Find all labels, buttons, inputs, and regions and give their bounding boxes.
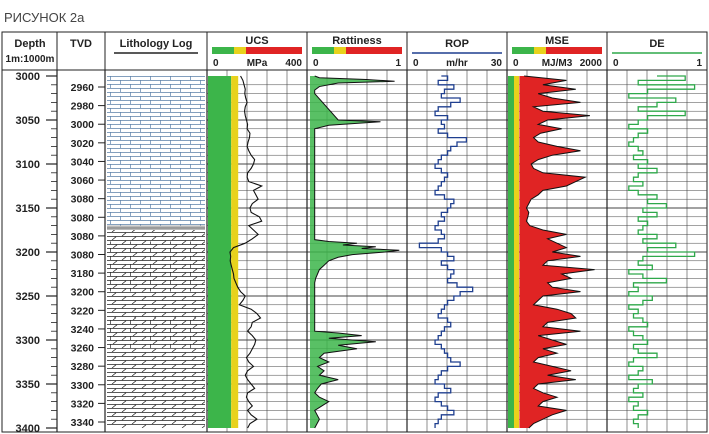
rattiness-scale-bar (312, 47, 402, 54)
rop-header-max: 30 (491, 58, 503, 69)
mse-band-yellow (514, 76, 519, 428)
rattiness-curve (314, 75, 400, 429)
rop-header-min: 0 (413, 58, 419, 69)
mse-fill (519, 76, 595, 428)
de-track (628, 75, 696, 428)
de-header-min: 0 (613, 58, 619, 69)
lithology-interval-dolomite (107, 230, 205, 242)
depth-header-title: Depth (14, 38, 45, 50)
depth-tick-label: 3250 (16, 291, 40, 303)
ucs-scale-green (212, 47, 234, 54)
tvd-tick-label: 3320 (71, 398, 95, 410)
tvd-axis: 2960 2980 3000 3020 3040 3060 3080 3080 3080 3080… (71, 82, 105, 429)
mse-scale-bar (512, 47, 602, 54)
ucs-scale-bar (212, 47, 302, 54)
mse-scale-red (546, 47, 602, 54)
tvd-tick-label: 2960 (71, 82, 95, 94)
tvd-tick-label: 3080 (71, 231, 95, 243)
tvd-tick-label: 3040 (71, 156, 95, 168)
tvd-tick-label: 3060 (71, 175, 95, 187)
figure-title: РИСУНОК 2а (4, 10, 85, 25)
rattiness-fill (310, 76, 400, 428)
depth-tick-label: 3100 (16, 159, 40, 171)
rattiness-scale-green (312, 47, 334, 54)
ucs-header-unit: MPa (247, 58, 268, 69)
tvd-tick-label: 3080 (71, 212, 95, 224)
tvd-tick-label: 3080 (71, 194, 95, 206)
lithology-interval-dolomite (107, 348, 205, 428)
tvd-tick-label: 3080 (71, 250, 95, 262)
de-curve (628, 75, 696, 428)
ucs-curve (229, 75, 264, 429)
ucs-header-max: 400 (285, 58, 302, 69)
ucs-header-title: UCS (245, 35, 268, 47)
rattiness-header-max: 1 (395, 58, 401, 69)
tvd-tick-label: 2980 (71, 101, 95, 113)
mse-header-min: 0 (513, 58, 519, 69)
rop-header-unit: m/hr (446, 58, 468, 69)
rop-curve (418, 75, 474, 428)
lithology-interval-shale (107, 225, 205, 230)
tvd-tick-label: 3260 (71, 343, 95, 355)
track-headers: Depth 1m:1000m TVD Lithology Log UCS 0 M… (1, 31, 708, 71)
depth-tick-label: 3400 (16, 423, 40, 434)
depth-tick-label: 3200 (16, 247, 40, 259)
tvd-tick-label: 3220 (71, 305, 95, 317)
lithology-interval-dolomite (107, 291, 205, 318)
rattiness-track (310, 75, 400, 429)
tvd-tick-label: 3200 (71, 287, 95, 299)
depth-tick-label: 3300 (16, 335, 40, 347)
lithology-interval-limestone-dolomite (107, 241, 205, 292)
depth-axis: 3000 3050 3100 3150 3200 3250 3300 3350 3400 (16, 71, 57, 434)
tvd-tick-label: 3000 (71, 119, 95, 131)
mse-header-unit: MJ/M3 (542, 58, 573, 69)
depth-header-scale: 1m:1000m (6, 54, 55, 65)
rattiness-scale-red (346, 47, 402, 54)
depth-tick-label: 3050 (16, 115, 40, 127)
rattiness-scale-yellow (334, 47, 346, 54)
mse-scale-yellow (534, 47, 546, 54)
ucs-track (208, 75, 264, 429)
lithology-track (107, 76, 205, 428)
mse-header-max: 2000 (580, 58, 603, 69)
rattiness-header-title: Rattiness (332, 35, 382, 47)
tvd-tick-label: 3300 (71, 380, 95, 392)
mse-header-title: MSE (545, 35, 569, 47)
ucs-band-yellow (231, 76, 239, 428)
mse-band-green (508, 76, 514, 428)
lithology-header-title: Lithology Log (120, 38, 193, 50)
depth-tick-label: 3350 (16, 379, 40, 391)
tvd-tick-label: 3180 (71, 268, 95, 280)
tvd-tick-label: 3240 (71, 324, 95, 336)
rop-header-title: ROP (445, 38, 469, 50)
mse-scale-green (512, 47, 534, 54)
lithology-interval-limestone (107, 76, 205, 226)
tvd-tick-label: 3340 (71, 417, 95, 429)
track-dividers (56, 70, 608, 432)
tvd-tick-label: 3280 (71, 361, 95, 373)
de-header-title: DE (649, 38, 664, 50)
mse-curve (524, 75, 595, 429)
ucs-scale-yellow (234, 47, 246, 54)
ucs-header-min: 0 (213, 58, 219, 69)
log-body: 3000 3050 3100 3150 3200 3250 3300 3350 3400 296… (1, 69, 708, 434)
tvd-tick-label: 3020 (71, 138, 95, 150)
depth-tick-label: 3150 (16, 203, 40, 215)
tvd-header-title: TVD (70, 38, 92, 50)
rop-track (418, 75, 474, 428)
ucs-band-green (208, 76, 232, 428)
rattiness-header-min: 0 (313, 58, 319, 69)
depth-tick-label: 3000 (16, 71, 40, 83)
mse-track (508, 75, 595, 429)
de-header-max: 1 (696, 58, 702, 69)
lithology-interval-limestone-dolomite (107, 318, 205, 349)
ucs-scale-red (246, 47, 302, 54)
